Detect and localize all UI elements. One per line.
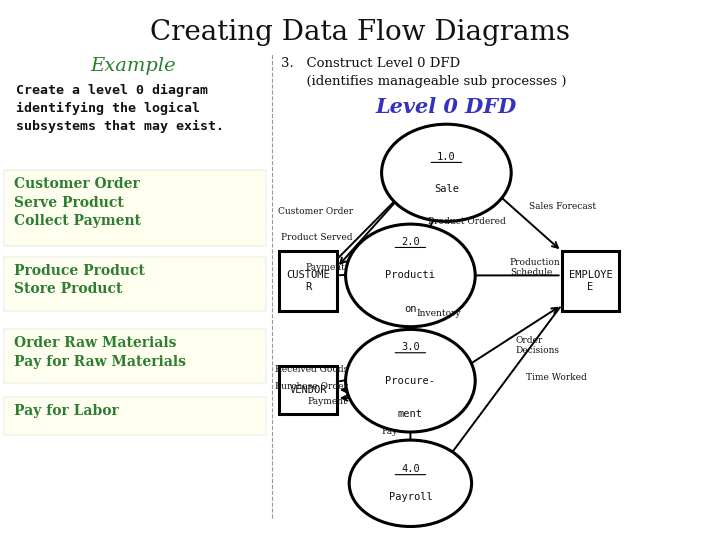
Text: Customer Order
Serve Product
Collect Payment: Customer Order Serve Product Collect Pay… xyxy=(14,177,141,228)
Ellipse shape xyxy=(349,440,472,526)
Text: Payment: Payment xyxy=(308,397,348,406)
Bar xyxy=(279,251,337,310)
Text: Received Goods: Received Goods xyxy=(274,366,348,374)
Bar xyxy=(279,366,337,414)
FancyBboxPatch shape xyxy=(4,170,266,246)
FancyBboxPatch shape xyxy=(4,329,266,383)
Text: Sales Forecast: Sales Forecast xyxy=(529,202,596,211)
Text: Payment: Payment xyxy=(306,263,346,272)
Text: Level 0 DFD: Level 0 DFD xyxy=(376,97,517,117)
Ellipse shape xyxy=(382,124,511,221)
Text: Purchase Order: Purchase Order xyxy=(275,382,348,391)
FancyBboxPatch shape xyxy=(4,397,266,435)
Text: Production
Schedule: Production Schedule xyxy=(510,258,560,277)
Text: Order Raw Materials
Pay for Raw Materials: Order Raw Materials Pay for Raw Material… xyxy=(14,336,186,369)
Text: Product Ordered: Product Ordered xyxy=(428,217,506,226)
Text: CUSTOME
R: CUSTOME R xyxy=(287,270,330,292)
Text: Pay: Pay xyxy=(382,428,398,436)
Text: 3.0: 3.0 xyxy=(401,342,420,353)
Text: Produce Product
Store Product: Produce Product Store Product xyxy=(14,264,145,296)
Text: EMPLOYE
E: EMPLOYE E xyxy=(569,270,612,292)
Text: Procure-: Procure- xyxy=(385,376,436,386)
Bar xyxy=(562,251,619,310)
Text: Producti: Producti xyxy=(385,271,436,280)
Text: Creating Data Flow Diagrams: Creating Data Flow Diagrams xyxy=(150,19,570,46)
Text: on: on xyxy=(404,303,417,314)
Text: Order
Decisions: Order Decisions xyxy=(516,336,559,355)
Text: Example: Example xyxy=(91,57,176,75)
Text: Inventory: Inventory xyxy=(416,309,461,318)
Text: ment: ment xyxy=(398,409,423,419)
Ellipse shape xyxy=(346,329,475,432)
Text: Payroll: Payroll xyxy=(389,492,432,502)
Text: Sale: Sale xyxy=(434,184,459,194)
Text: (identifies manageable sub processes ): (identifies manageable sub processes ) xyxy=(281,75,567,87)
Text: Customer Order: Customer Order xyxy=(278,207,353,216)
Text: 4.0: 4.0 xyxy=(401,464,420,474)
Text: 1.0: 1.0 xyxy=(437,152,456,162)
Text: Create a level 0 diagram
identifying the logical
subsystems that may exist.: Create a level 0 diagram identifying the… xyxy=(16,84,224,133)
Text: 3.   Construct Level 0 DFD: 3. Construct Level 0 DFD xyxy=(281,57,460,70)
Text: Time Worked: Time Worked xyxy=(526,374,586,382)
Text: Pay for Labor: Pay for Labor xyxy=(14,404,119,418)
FancyBboxPatch shape xyxy=(4,256,266,310)
Text: Product Served: Product Served xyxy=(282,233,353,242)
Ellipse shape xyxy=(346,224,475,327)
Text: VENDOR: VENDOR xyxy=(289,385,327,395)
Text: 2.0: 2.0 xyxy=(401,237,420,247)
